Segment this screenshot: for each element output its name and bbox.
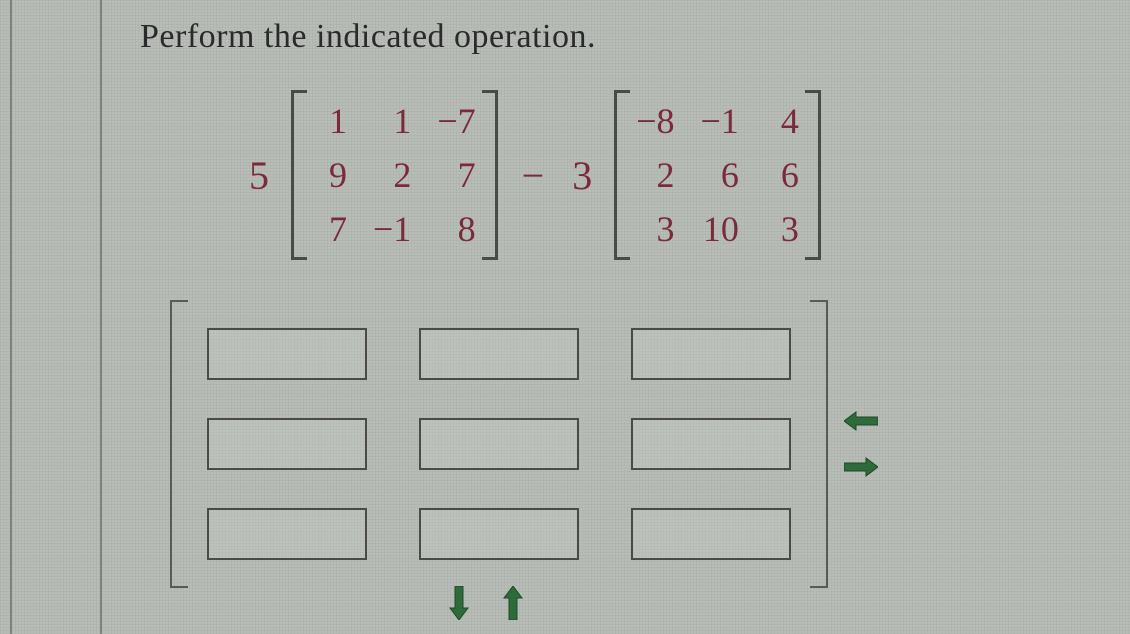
answer-grid (188, 300, 810, 588)
m2-cell: 6 (705, 154, 739, 196)
answer-cell[interactable] (631, 328, 791, 380)
m1-cell: 8 (442, 208, 476, 250)
answer-cell[interactable] (207, 508, 367, 560)
m1-cell: 7 (313, 208, 347, 250)
equation: 5 1 1 −7 9 2 7 7 −1 8 − 3 −8 −1 4 2 6 6 … (245, 90, 821, 260)
operator-minus: − (516, 152, 551, 199)
page-rule-margin (100, 0, 102, 634)
answer-cell[interactable] (207, 418, 367, 470)
answer-bracket-right (810, 300, 828, 588)
matrix-1: 1 1 −7 9 2 7 7 −1 8 (291, 90, 498, 260)
m2-cell: −1 (701, 100, 739, 142)
m1-cell: 2 (377, 154, 411, 196)
m2-cell: 10 (703, 208, 739, 250)
m1-cell: 7 (442, 154, 476, 196)
bracket-right (805, 90, 821, 260)
row-controls (440, 590, 532, 616)
m2-cell: 6 (765, 154, 799, 196)
bracket-right (482, 90, 498, 260)
m2-cell: 3 (765, 208, 799, 250)
answer-cell[interactable] (419, 508, 579, 560)
answer-cell[interactable] (207, 328, 367, 380)
column-controls (842, 408, 880, 480)
m2-cell: 2 (641, 154, 675, 196)
m1-cell: −7 (437, 100, 475, 142)
matrix-2-grid: −8 −1 4 2 6 6 3 10 3 (630, 90, 805, 260)
answer-cell[interactable] (419, 328, 579, 380)
bracket-left (614, 90, 630, 260)
answer-area (170, 300, 880, 588)
matrix-2: −8 −1 4 2 6 6 3 10 3 (614, 90, 821, 260)
answer-cell[interactable] (631, 418, 791, 470)
arrow-down-icon (448, 586, 470, 620)
answer-cell[interactable] (419, 418, 579, 470)
m2-cell: 3 (641, 208, 675, 250)
remove-column-button[interactable] (842, 408, 880, 434)
bracket-left (291, 90, 307, 260)
answer-bracket-left (170, 300, 188, 588)
answer-matrix (170, 300, 828, 588)
m1-cell: −1 (373, 208, 411, 250)
prompt-text: Perform the indicated operation. (140, 18, 596, 56)
add-column-button[interactable] (842, 454, 880, 480)
m2-cell: 4 (765, 100, 799, 142)
answer-cell[interactable] (631, 508, 791, 560)
m1-cell: 9 (313, 154, 347, 196)
arrow-right-icon (844, 456, 878, 478)
page-rule-left (10, 0, 12, 634)
scalar-1: 5 (245, 152, 273, 199)
arrow-up-icon (502, 586, 524, 620)
m2-cell: −8 (636, 100, 674, 142)
arrow-left-icon (844, 410, 878, 432)
m1-cell: 1 (313, 100, 347, 142)
remove-row-button[interactable] (494, 590, 532, 616)
matrix-1-grid: 1 1 −7 9 2 7 7 −1 8 (307, 90, 482, 260)
m1-cell: 1 (377, 100, 411, 142)
add-row-button[interactable] (440, 590, 478, 616)
scalar-2: 3 (568, 152, 596, 199)
